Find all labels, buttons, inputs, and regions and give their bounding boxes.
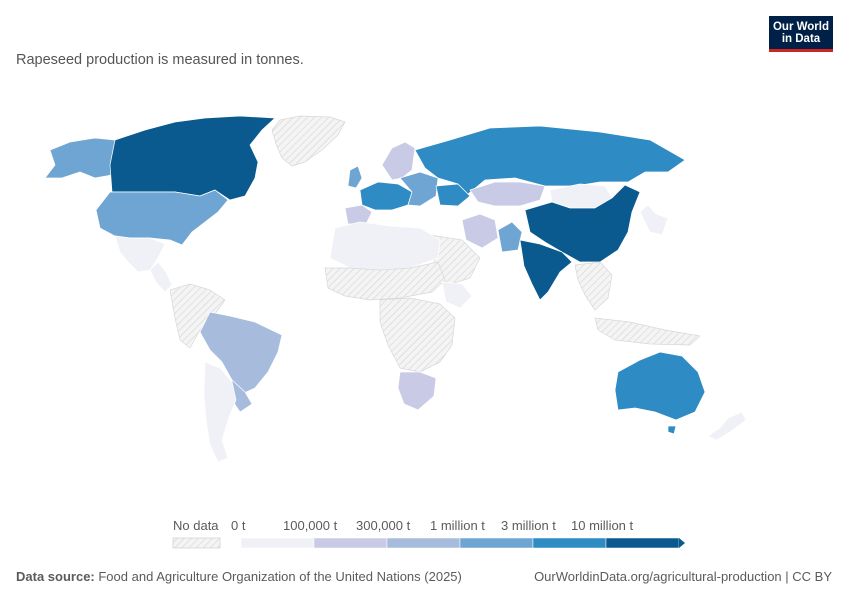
region-eastern-europe[interactable] <box>399 171 439 207</box>
region-alaska[interactable] <box>44 137 119 179</box>
legend-bin-label-4: 3 million t <box>501 518 556 533</box>
region-ethiopia[interactable] <box>441 281 473 309</box>
region-spain[interactable] <box>344 204 373 225</box>
logo-line-2: in Data <box>781 33 821 45</box>
region-china[interactable] <box>524 184 641 263</box>
region-tasmania[interactable] <box>667 425 677 435</box>
legend-bin-label-0: 0 t <box>231 518 246 533</box>
region-mexico[interactable] <box>114 235 166 273</box>
region-russia[interactable] <box>414 125 686 195</box>
legend-swatch-5[interactable] <box>605 537 680 549</box>
owid-logo[interactable]: Our World in Data <box>769 16 833 52</box>
data-source-text: Food and Agriculture Organization of the… <box>94 569 462 584</box>
region-canada[interactable] <box>109 115 276 201</box>
region-pakistan[interactable] <box>497 221 523 253</box>
region-india[interactable] <box>519 239 573 301</box>
legend-no-data-label: No data <box>173 518 219 533</box>
legend-scale <box>172 537 685 549</box>
data-source-label: Data source: <box>16 569 95 584</box>
legend-swatch-no-data[interactable] <box>172 537 221 549</box>
region-north-africa[interactable] <box>329 221 441 271</box>
legend-bin-label-5: 10 million t <box>571 518 634 533</box>
region-japan-korea[interactable] <box>639 204 669 236</box>
region-central-africa[interactable] <box>379 297 456 373</box>
region-greenland[interactable] <box>271 115 346 167</box>
region-central-america[interactable] <box>149 261 173 293</box>
legend-bin-label-1: 100,000 t <box>283 518 338 533</box>
chart-subtitle: Rapeseed production is measured in tonne… <box>16 52 304 68</box>
region-argentina-chile[interactable] <box>203 361 237 463</box>
region-western-europe[interactable] <box>359 181 413 211</box>
world-map <box>44 115 747 463</box>
region-sahel[interactable] <box>324 261 446 301</box>
legend-swatch-4[interactable] <box>532 537 607 549</box>
region-south-africa[interactable] <box>397 371 437 411</box>
source-url-link[interactable]: OurWorldinData.org/agricultural-producti… <box>534 569 832 584</box>
map-legend: No data 0 t 100,000 t 300,000 t 1 millio… <box>0 510 850 555</box>
region-ukraine[interactable] <box>435 183 471 207</box>
legend-bin-label-2: 300,000 t <box>356 518 411 533</box>
region-southeast-asia[interactable] <box>574 261 613 311</box>
legend-arrow-tip <box>679 538 685 548</box>
region-usa[interactable] <box>95 189 229 246</box>
legend-swatch-3[interactable] <box>459 537 534 549</box>
region-indonesia[interactable] <box>594 317 701 346</box>
region-new-zealand[interactable] <box>707 411 747 441</box>
region-iran[interactable] <box>461 213 499 249</box>
region-kazakhstan[interactable] <box>469 181 546 207</box>
legend-swatch-0[interactable] <box>240 537 315 549</box>
logo-line-1: Our World <box>772 21 829 33</box>
legend-swatch-2[interactable] <box>386 537 461 549</box>
legend-swatch-1[interactable] <box>313 537 388 549</box>
region-scandinavia[interactable] <box>381 141 416 181</box>
legend-bin-label-3: 1 million t <box>430 518 485 533</box>
region-brazil[interactable] <box>199 311 283 396</box>
region-uk[interactable] <box>347 165 363 189</box>
region-australia[interactable] <box>614 351 706 421</box>
data-source: Data source: Food and Agriculture Organi… <box>16 569 462 584</box>
